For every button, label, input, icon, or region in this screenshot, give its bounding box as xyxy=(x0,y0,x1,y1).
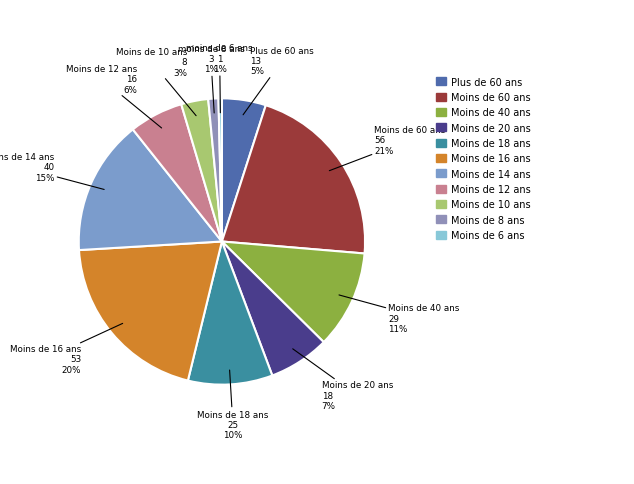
Wedge shape xyxy=(79,130,222,251)
Wedge shape xyxy=(219,99,222,242)
Text: Moins de 20 ans
18
7%: Moins de 20 ans 18 7% xyxy=(293,349,393,410)
Text: Moins de 10 ans
8
3%: Moins de 10 ans 8 3% xyxy=(115,47,196,117)
Wedge shape xyxy=(208,99,222,242)
Wedge shape xyxy=(222,99,266,242)
Text: Moins de 40 ans
29
11%: Moins de 40 ans 29 11% xyxy=(339,295,460,333)
Wedge shape xyxy=(188,242,272,385)
Wedge shape xyxy=(222,106,365,254)
Text: Moins de 16 ans
53
20%: Moins de 16 ans 53 20% xyxy=(10,324,122,374)
Wedge shape xyxy=(181,100,222,242)
Wedge shape xyxy=(133,105,222,242)
Text: moins de 6 ans
1
1%: moins de 6 ans 1 1% xyxy=(186,44,253,114)
Wedge shape xyxy=(79,242,222,381)
Legend: Plus de 60 ans, Moins de 60 ans, Moins de 40 ans, Moins de 20 ans, Moins de 18 a: Plus de 60 ans, Moins de 60 ans, Moins d… xyxy=(436,77,530,241)
Text: moins de 8 ans
3
1%: moins de 8 ans 3 1% xyxy=(178,45,244,114)
Wedge shape xyxy=(222,242,365,342)
Wedge shape xyxy=(222,242,324,376)
Text: Moins de 12 ans
16
6%: Moins de 12 ans 16 6% xyxy=(66,65,162,129)
Text: Moins de 18 ans
25
10%: Moins de 18 ans 25 10% xyxy=(197,370,269,439)
Text: Moins de 60 ans
56
21%: Moins de 60 ans 56 21% xyxy=(329,126,446,171)
Text: Moins de 14 ans
40
15%: Moins de 14 ans 40 15% xyxy=(0,152,104,190)
Text: Plus de 60 ans
13
5%: Plus de 60 ans 13 5% xyxy=(243,46,314,116)
